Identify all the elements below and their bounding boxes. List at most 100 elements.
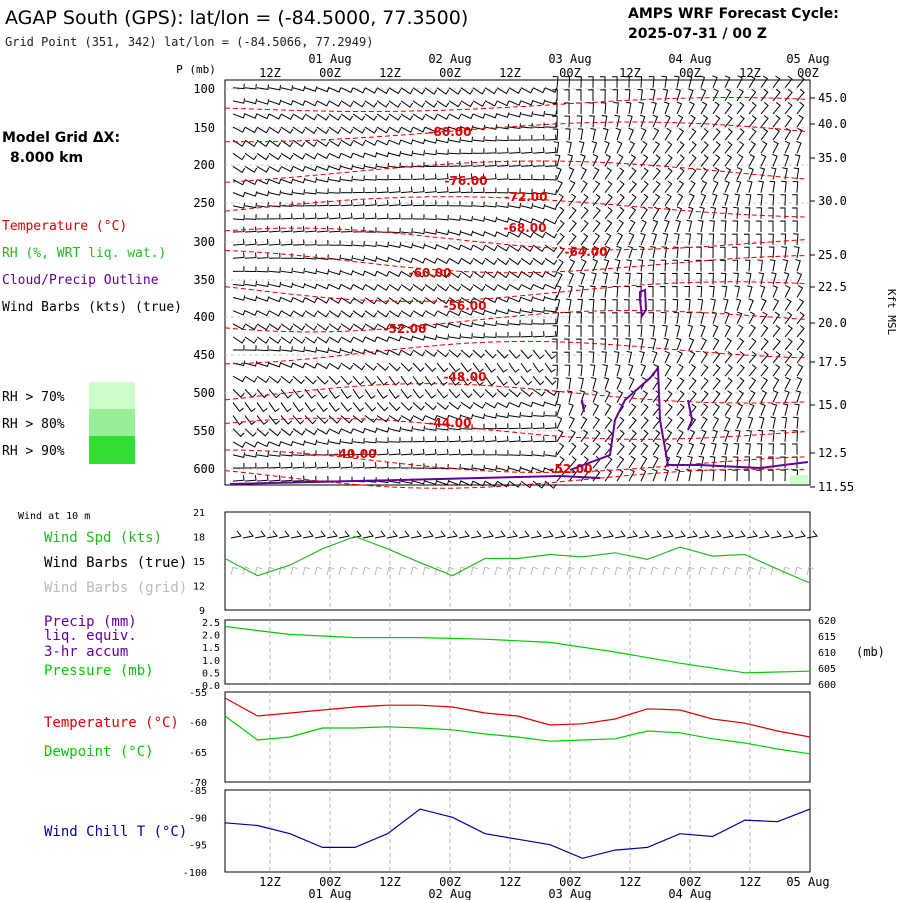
wind-barb bbox=[544, 87, 558, 93]
wind-barb bbox=[436, 479, 450, 486]
wind-barb bbox=[676, 154, 685, 167]
wind-barb bbox=[532, 87, 546, 94]
wind-barb bbox=[508, 283, 522, 291]
cloud-outline bbox=[581, 399, 585, 413]
wind-barb bbox=[496, 257, 510, 266]
wind-barb bbox=[745, 193, 752, 206]
wind-barb bbox=[268, 462, 281, 469]
wind-barb bbox=[400, 270, 414, 278]
wind-barb bbox=[532, 295, 546, 302]
wind-barb bbox=[412, 415, 426, 422]
wind-barb bbox=[532, 467, 546, 473]
wind-barb bbox=[784, 324, 793, 338]
wind-barb bbox=[712, 75, 718, 88]
wind-barb bbox=[328, 283, 342, 290]
wind-barb bbox=[244, 375, 258, 383]
wind-barb bbox=[784, 285, 791, 298]
wind-barb bbox=[780, 194, 786, 206]
wind-barb bbox=[400, 349, 414, 357]
wind-barb bbox=[244, 462, 257, 469]
wind-barb bbox=[712, 101, 720, 115]
wind-barb bbox=[448, 113, 462, 120]
wind-barb bbox=[640, 468, 647, 482]
wind-barb bbox=[268, 139, 282, 148]
wind-barb bbox=[758, 416, 765, 429]
wind-barb bbox=[376, 415, 390, 423]
wind-barb bbox=[328, 212, 341, 220]
bottom-date-label: 02 Aug bbox=[428, 887, 471, 900]
wind-barb bbox=[757, 259, 763, 272]
wind-barb bbox=[744, 259, 751, 272]
temperature-contour-line bbox=[224, 310, 806, 333]
wind-barb bbox=[316, 323, 330, 331]
wind-barb bbox=[448, 270, 462, 279]
wind-barb bbox=[328, 297, 342, 304]
wind-barb bbox=[652, 154, 661, 167]
wind-barb bbox=[376, 336, 390, 342]
wind-barb bbox=[676, 167, 685, 180]
wind-barb bbox=[472, 124, 486, 131]
wind-barb bbox=[280, 213, 293, 220]
wind-barb bbox=[244, 323, 258, 331]
wind-barb bbox=[564, 312, 571, 324]
wind-barb bbox=[484, 320, 497, 327]
top-tick-label: 12Z bbox=[739, 66, 761, 80]
wind-barb bbox=[460, 480, 474, 487]
wind-barb bbox=[496, 283, 510, 291]
wind-barb bbox=[724, 101, 733, 115]
wind-barb bbox=[352, 226, 365, 233]
wind-barb bbox=[508, 147, 521, 154]
wind-barb bbox=[268, 165, 282, 173]
wind-barb bbox=[769, 259, 776, 272]
wind-barb bbox=[628, 403, 637, 416]
wind-barb bbox=[712, 141, 721, 154]
wind-barb bbox=[280, 402, 292, 413]
wind-barb-grid bbox=[662, 566, 671, 576]
wind-barb bbox=[472, 362, 484, 373]
wind-barb bbox=[688, 114, 696, 128]
wind-barb bbox=[460, 435, 473, 443]
wind-barb bbox=[472, 284, 486, 292]
wind-barb bbox=[364, 175, 377, 181]
wind-barb bbox=[611, 312, 618, 324]
wind-barb bbox=[364, 139, 378, 146]
wind-barb bbox=[780, 469, 786, 482]
wind-barb bbox=[784, 140, 791, 154]
wind-barb bbox=[520, 466, 534, 473]
wind-barb bbox=[649, 325, 656, 337]
wind-barb bbox=[436, 424, 449, 431]
wind-barb-true bbox=[338, 530, 350, 539]
temp-ytick-label: -60 bbox=[189, 718, 207, 729]
wind-barb-true bbox=[506, 530, 518, 539]
wind-barb bbox=[400, 228, 413, 234]
wind-barb bbox=[711, 193, 718, 206]
wind-barb bbox=[328, 323, 342, 331]
wind-barb bbox=[280, 165, 294, 173]
temp-ytick-label: -55 bbox=[189, 688, 207, 699]
wind-barb bbox=[544, 231, 558, 239]
wind-barb bbox=[748, 390, 756, 403]
wind-barb bbox=[575, 338, 582, 350]
wind-barb bbox=[748, 167, 754, 180]
wind-barb bbox=[304, 450, 317, 456]
wind-barb bbox=[544, 451, 557, 457]
wind-barb bbox=[652, 114, 659, 128]
wind-barb bbox=[412, 138, 426, 145]
wind-barb bbox=[400, 100, 414, 108]
wind-barb bbox=[736, 154, 744, 167]
wind-barb bbox=[590, 128, 596, 141]
wind-barb bbox=[736, 337, 745, 351]
wind-barb bbox=[376, 241, 389, 248]
wind-barb bbox=[304, 347, 318, 353]
wind-barb bbox=[472, 201, 485, 208]
wind-barb bbox=[604, 206, 613, 220]
wind-barb bbox=[496, 412, 510, 419]
wind-barb bbox=[712, 429, 718, 442]
legend-rh80-label: RH > 80% bbox=[2, 417, 65, 432]
wind-barb bbox=[400, 113, 414, 121]
wind-barb bbox=[448, 230, 462, 236]
wind-barb-grid bbox=[530, 566, 539, 576]
wind-barb bbox=[388, 257, 402, 263]
wind-barb bbox=[552, 325, 559, 337]
wind-barb bbox=[772, 115, 781, 128]
